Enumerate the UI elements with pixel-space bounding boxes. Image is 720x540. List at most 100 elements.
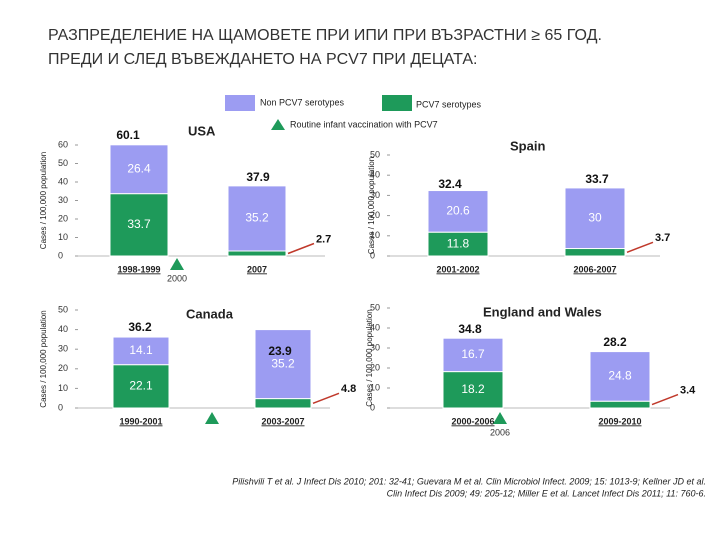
y-tick-label: 20 [370, 362, 380, 372]
slide-title: ПРЕДИ И СЛЕД ВЪВЕЖДАНЕТО НА PCV7 ПРИ ДЕЦ… [48, 51, 477, 68]
bar-segment [254, 329, 312, 400]
y-tick-label: 50 [58, 158, 68, 168]
total-label: 23.9 [268, 344, 292, 358]
bar-segment [109, 193, 169, 257]
y-tick-label: 20 [58, 213, 68, 223]
y-tick-label: 40 [58, 324, 68, 334]
bar-segment [109, 144, 169, 195]
total-label: 37.9 [246, 170, 270, 184]
data-label: 3.4 [680, 385, 696, 397]
total-label: 32.4 [438, 177, 462, 191]
bar-segment [564, 187, 626, 250]
legend-marker [271, 119, 285, 130]
bar-segment [564, 248, 626, 257]
bar-segment [112, 336, 170, 366]
y-tick-label: 0 [58, 402, 63, 412]
y-tick-label: 0 [58, 250, 63, 260]
legend-label: PCV7 serotypes [416, 99, 482, 109]
x-tick-label: 1990-2001 [119, 416, 162, 426]
y-tick-label: 50 [370, 149, 380, 159]
data-label: 3.7 [655, 232, 670, 244]
x-tick-label: 1998-1999 [117, 264, 160, 274]
citation: Pilishvili T et al. J Infect Dis 2010; 2… [232, 476, 706, 486]
data-label: 35.2 [271, 356, 295, 370]
data-label: 18.2 [461, 382, 485, 396]
y-axis-label: Cases / 100,000 population [39, 152, 48, 249]
x-tick-label: 2003-2007 [261, 416, 304, 426]
y-tick-label: 30 [58, 195, 68, 205]
data-label: 11.8 [447, 236, 470, 250]
data-label: 2.7 [316, 233, 331, 245]
vaccination-marker [493, 412, 507, 424]
callout-arrow [651, 393, 679, 406]
y-tick-label: 20 [370, 210, 380, 220]
data-label: 14.1 [129, 343, 153, 357]
chart-title: Spain [510, 138, 545, 153]
x-tick-label: 2000-2006 [451, 416, 494, 426]
data-label: 26.4 [127, 161, 151, 175]
y-tick-label: 50 [58, 304, 68, 314]
bar-segment [227, 250, 287, 257]
data-label: 24.8 [608, 369, 632, 383]
data-label: 35.2 [245, 211, 269, 225]
y-tick-label: 10 [58, 232, 68, 242]
bar-segment [254, 398, 312, 409]
y-tick-label: 30 [370, 342, 380, 352]
total-label: 34.8 [458, 322, 482, 336]
vaccination-marker [205, 412, 219, 424]
bar-segment [442, 371, 504, 409]
y-tick-label: 10 [370, 230, 380, 240]
callout-arrow [312, 392, 340, 404]
chart-title: England and Wales [483, 304, 602, 319]
citation: Clin Infect Dis 2009; 49: 205-12; Miller… [387, 488, 706, 498]
y-tick-label: 60 [58, 139, 68, 149]
y-tick-label: 50 [370, 302, 380, 312]
legend-swatch [225, 95, 255, 111]
bar-segment [227, 185, 287, 252]
y-tick-label: 0 [370, 250, 375, 260]
data-label: 20.6 [446, 204, 470, 218]
y-tick-label: 40 [58, 176, 68, 186]
y-axis-label: Cases / 100,000 population [365, 309, 374, 406]
x-tick-label: 2001-2002 [436, 264, 479, 274]
y-tick-label: 30 [58, 344, 68, 354]
y-tick-label: 40 [370, 170, 380, 180]
y-axis-label: Cases / 100,000 population [367, 157, 376, 254]
legend-swatch [382, 95, 412, 111]
total-label: 36.2 [128, 320, 152, 334]
y-tick-label: 10 [370, 382, 380, 392]
vaccination-label: 2006 [490, 427, 510, 437]
total-label: 33.7 [585, 172, 609, 186]
data-label: 16.7 [461, 347, 485, 361]
y-tick-label: 20 [58, 363, 68, 373]
y-tick-label: 30 [370, 190, 380, 200]
x-tick-label: 2009-2010 [598, 416, 641, 426]
data-label: 30 [588, 210, 602, 224]
data-label: 22.1 [129, 379, 153, 393]
bar-segment [427, 190, 489, 233]
chart-title: Canada [186, 306, 234, 321]
vaccination-label: 2000 [167, 273, 187, 283]
vaccination-marker [170, 258, 184, 270]
bar-segment [589, 400, 651, 409]
x-tick-label: 2006-2007 [573, 264, 616, 274]
y-tick-label: 0 [370, 402, 375, 412]
chart-title: USA [188, 123, 216, 138]
data-label: 4.8 [341, 383, 356, 395]
data-label: 33.7 [127, 217, 151, 231]
y-axis-label: Cases / 100,000 population [39, 310, 48, 407]
callout-arrow [287, 242, 315, 255]
total-label: 28.2 [603, 335, 627, 349]
bar-segment [442, 337, 504, 373]
x-tick-label: 2007 [247, 264, 267, 274]
slide-title: РАЗПРЕДЕЛЕНИЕ НА ЩАМОВЕТЕ ПРИ ИПИ ПРИ ВЪ… [48, 27, 602, 44]
legend-label: Routine infant vaccination with PCV7 [290, 119, 438, 129]
y-tick-label: 10 [58, 383, 68, 393]
y-tick-label: 40 [370, 322, 380, 332]
callout-arrow [626, 241, 654, 253]
total-label: 60.1 [116, 128, 140, 142]
bar-segment [112, 364, 170, 409]
bar-segment [589, 351, 651, 402]
